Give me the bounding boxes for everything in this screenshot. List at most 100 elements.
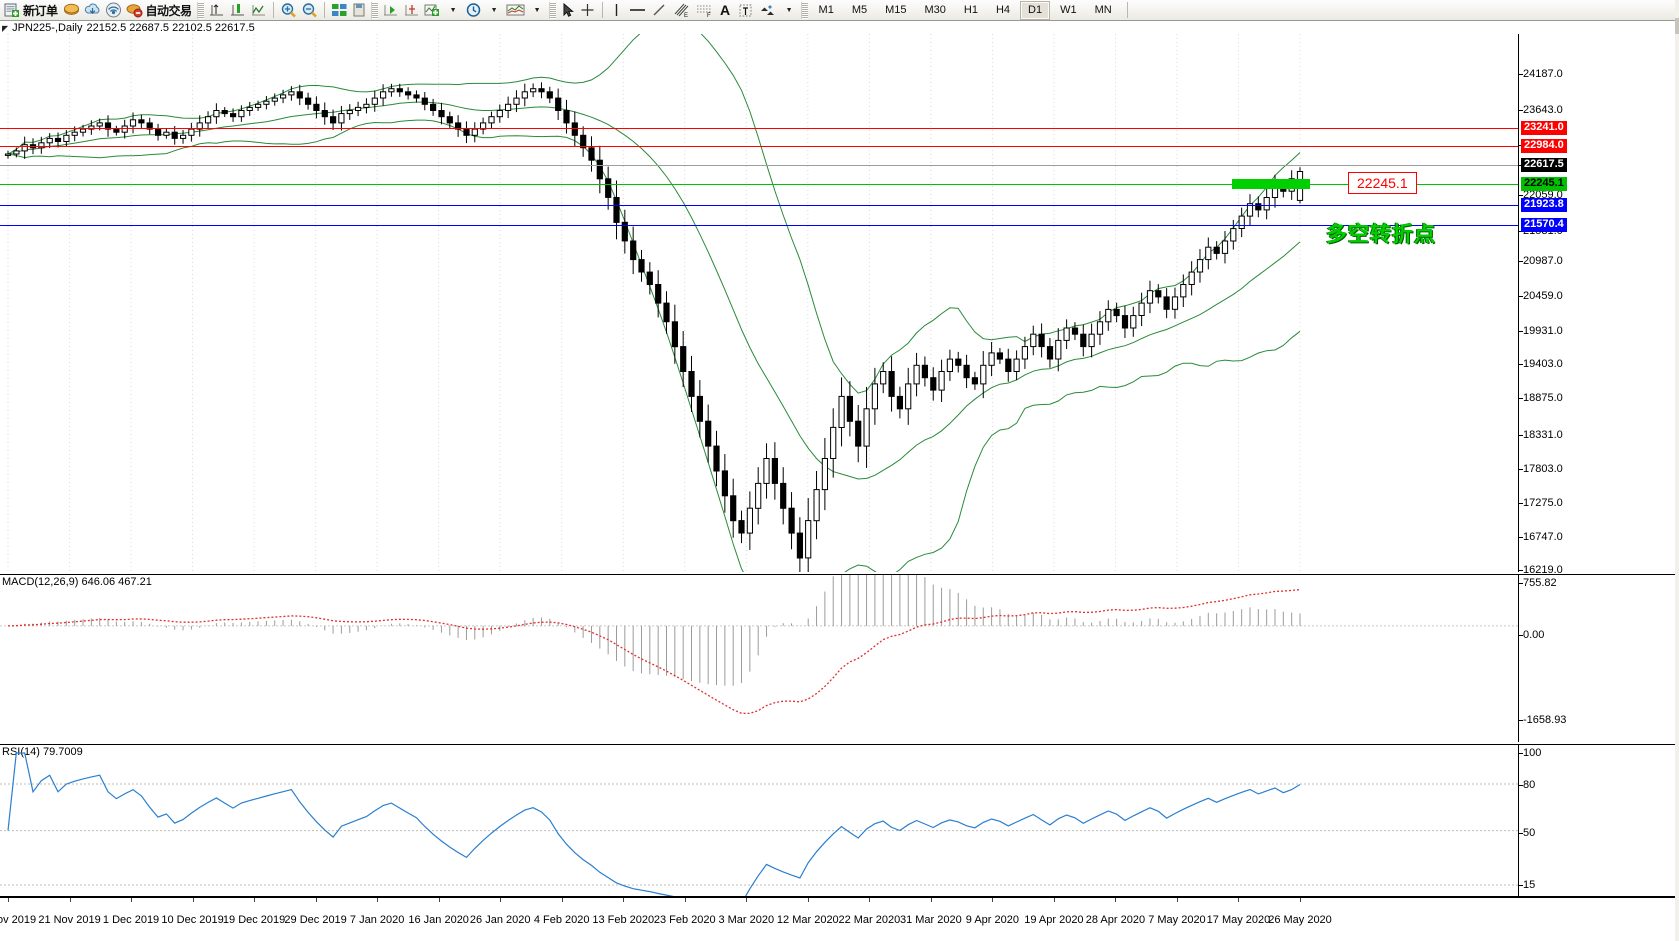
timeframe-m5-button[interactable]: M5 [851, 3, 868, 16]
text-tool-icon[interactable]: A [719, 2, 731, 18]
candlestick-chart-icon[interactable] [401, 1, 422, 20]
candlestick [321, 102, 328, 125]
price-callout[interactable]: 22245.1 [1348, 172, 1417, 194]
new-order-button[interactable]: 新订单 [23, 3, 58, 18]
candlestick [1263, 188, 1270, 220]
candlestick [1213, 241, 1220, 260]
price-axis-tick: 19403.0 [1519, 358, 1563, 370]
rsi-axis-tickmark [1519, 785, 1523, 786]
date-tickmark [869, 898, 871, 902]
candlestick [271, 93, 278, 106]
rsi-axis-tickmark [1519, 885, 1523, 886]
price-chart-pane[interactable]: 22245.1 多空转折点 24187.023643.023115.022617… [0, 34, 1679, 608]
equidistant-channel-icon[interactable]: E [670, 1, 693, 20]
rsi-axis-tick: 15 [1519, 879, 1535, 891]
candlestick [730, 478, 737, 538]
resistance-line-22984[interactable] [0, 146, 1519, 147]
tile-windows-icon[interactable] [329, 1, 350, 20]
crosshair-vertical-icon[interactable] [206, 1, 227, 20]
crosshair-icon[interactable] [577, 1, 598, 20]
pivot-line-22245[interactable] [0, 184, 1519, 185]
price-level-tag-23241-0[interactable]: 23241.0 [1521, 121, 1567, 135]
vertical-line-icon[interactable] [607, 1, 626, 20]
support-line-21570[interactable] [0, 225, 1519, 226]
date-tick-label: 26 May 2020 [1268, 914, 1332, 926]
scrollbar-thumb[interactable] [1675, 18, 1679, 34]
timeframe-m30-button[interactable]: M30 [924, 3, 946, 16]
candlestick [1146, 280, 1154, 314]
rsi-axis-line [1518, 745, 1519, 896]
candlestick [155, 123, 162, 141]
vertical-scrollbar[interactable] [1675, 0, 1679, 941]
zoom-in-icon[interactable] [278, 1, 299, 20]
rsi-pane[interactable]: RSI(14) 79.7009 100 80 50 15 [0, 744, 1679, 896]
template-dropdown-caret-icon[interactable]: ▼ [533, 6, 541, 14]
line-chart-icon[interactable] [248, 1, 269, 20]
candlestick [4, 150, 12, 159]
resistance-line-23241[interactable] [0, 128, 1519, 129]
price-axis-tick: 24187.0 [1519, 68, 1563, 80]
horizontal-line-icon[interactable] [626, 1, 649, 20]
data-window-icon[interactable] [61, 1, 82, 20]
timeframe-m1-button[interactable]: M1 [818, 3, 834, 16]
candlestick [1088, 323, 1095, 358]
period-clock-icon[interactable] [463, 1, 484, 20]
new-order-icon[interactable] [2, 1, 22, 20]
cloud-icon[interactable] [82, 1, 103, 20]
candlestick [1063, 319, 1070, 350]
price-level-tag-22984-0[interactable]: 22984.0 [1521, 139, 1567, 153]
fibonacci-icon[interactable]: F [693, 1, 716, 20]
candlestick [488, 111, 495, 128]
date-tick-label: 9 Apr 2020 [965, 914, 1019, 926]
arrows-icon[interactable] [756, 1, 779, 20]
candlestick [330, 109, 337, 131]
timeframe-mn-button[interactable]: MN [1094, 3, 1112, 16]
price-axis-tick: 16747.0 [1519, 531, 1563, 543]
candlestick [638, 249, 645, 282]
arrows-dropdown-caret-icon[interactable]: ▼ [785, 6, 793, 14]
support-line-21923[interactable] [0, 205, 1519, 206]
bar-chart-icon[interactable] [380, 1, 401, 20]
candlestick [780, 467, 787, 525]
candlestick [1105, 300, 1112, 331]
period-dropdown-caret-icon[interactable]: ▼ [490, 6, 498, 14]
zoom-out-icon[interactable] [299, 1, 320, 20]
price-axis[interactable]: 24187.023643.023115.022617.522059.021531… [1519, 34, 1679, 608]
signal-icon[interactable] [103, 1, 124, 20]
indicator-list-icon[interactable] [422, 1, 443, 20]
price-level-tag-21570-4[interactable]: 21570.4 [1521, 218, 1567, 232]
candlestick [980, 351, 987, 399]
macd-pane[interactable]: MACD(12,26,9) 646.06 467.21 755.82 0.00 -1… [0, 574, 1679, 742]
candlestick [54, 132, 62, 148]
indicator-dropdown-caret-icon[interactable]: ▼ [449, 6, 457, 14]
candlestick [1230, 219, 1237, 250]
expert-advisor-icon[interactable] [124, 1, 145, 20]
trend-line-icon[interactable] [649, 1, 670, 20]
cursor-arrow-icon[interactable] [558, 1, 577, 20]
symbol-collapse-arrow-icon[interactable]: ◤ [2, 23, 9, 33]
price-level-tag-21923-8[interactable]: 21923.8 [1521, 198, 1567, 212]
date-tick-label: 13 Feb 2020 [592, 914, 655, 926]
date-tickmark [131, 898, 133, 902]
auto-trading-button[interactable]: 自动交易 [145, 3, 193, 18]
timeframe-w1-button[interactable]: W1 [1060, 3, 1077, 16]
timeframe-h1-button[interactable]: H1 [963, 3, 978, 16]
label-tool-icon[interactable] [735, 1, 756, 20]
candlestick [905, 367, 912, 425]
candlestick [413, 90, 420, 103]
price-axis-line [1518, 34, 1519, 572]
timeframe-m15-button[interactable]: M15 [885, 3, 907, 16]
price-level-tag-22617-5[interactable]: 22617.5 [1521, 158, 1567, 172]
timeframe-d1-button[interactable]: D1 [1020, 0, 1051, 20]
price-level-tag-22245-1[interactable]: 22245.1 [1521, 177, 1567, 191]
candlestick [288, 86, 295, 101]
date-tickmark [623, 898, 625, 902]
chinese-annotation: 多空转折点 [1326, 222, 1436, 246]
candlestick [388, 83, 395, 97]
save-template-icon[interactable] [350, 1, 369, 20]
timeframe-h4-button[interactable]: H4 [995, 3, 1011, 16]
template-icon[interactable] [504, 1, 527, 20]
chart-shift-icon[interactable] [227, 1, 248, 20]
